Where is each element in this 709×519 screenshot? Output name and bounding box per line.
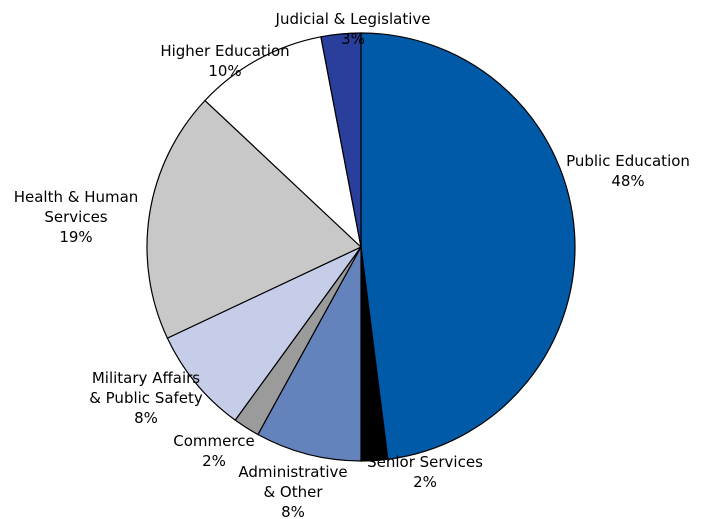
slice-label-senior-services: Senior Services 2% [367,453,483,491]
slice-label-health-human-services: Health & Human Services 19% [14,188,139,246]
slice-name-label: Senior Services [367,453,483,471]
slice-name-label: Commerce [173,432,254,450]
slice-label-administrative-other: Administrative & Other 8% [238,463,347,519]
pie-slice-higher-education [204,36,362,249]
pie-slice-public-education [360,32,576,460]
slice-percent-label: 10% [208,62,241,80]
slice-label-higher-education: Higher Education 10% [160,42,289,80]
slice-name-label: Health & Human [14,188,139,206]
slice-name-label: & Public Safety [89,389,203,407]
pie-slices [146,32,576,462]
slice-name-label: Public Education [566,152,690,170]
pie-slice-health-human-services [146,99,363,339]
pie-slice-military-affairs-public-safety [166,246,362,421]
slice-label-judicial-legislative: Judicial & Legislative 3% [275,10,431,48]
slice-percent-label: 2% [413,473,437,491]
pie-labels: Public Education 48% Senior Services 2% Admi… [14,10,690,519]
slice-percent-label: 19% [59,228,92,246]
slice-name-label: & Other [263,483,323,501]
slice-label-commerce: Commerce 2% [173,432,254,470]
slice-name-label: Administrative [238,463,347,481]
slice-percent-label: 3% [341,30,365,48]
slice-percent-label: 8% [281,503,305,519]
pie-slice-judicial-legislative [320,32,362,248]
slice-name-label: Services [44,208,107,226]
slice-label-military-affairs-public-safety: Military Affairs & Public Safety 8% [89,369,203,427]
slice-name-label: Higher Education [160,42,289,60]
pie-slice-administrative-other [257,246,362,462]
slice-label-public-education: Public Education 48% [566,152,690,190]
slice-percent-label: 2% [202,452,226,470]
slice-percent-label: 8% [134,409,158,427]
slice-percent-label: 48% [611,172,644,190]
slice-name-label: Military Affairs [92,369,200,387]
slice-name-label: Judicial & Legislative [275,10,431,28]
